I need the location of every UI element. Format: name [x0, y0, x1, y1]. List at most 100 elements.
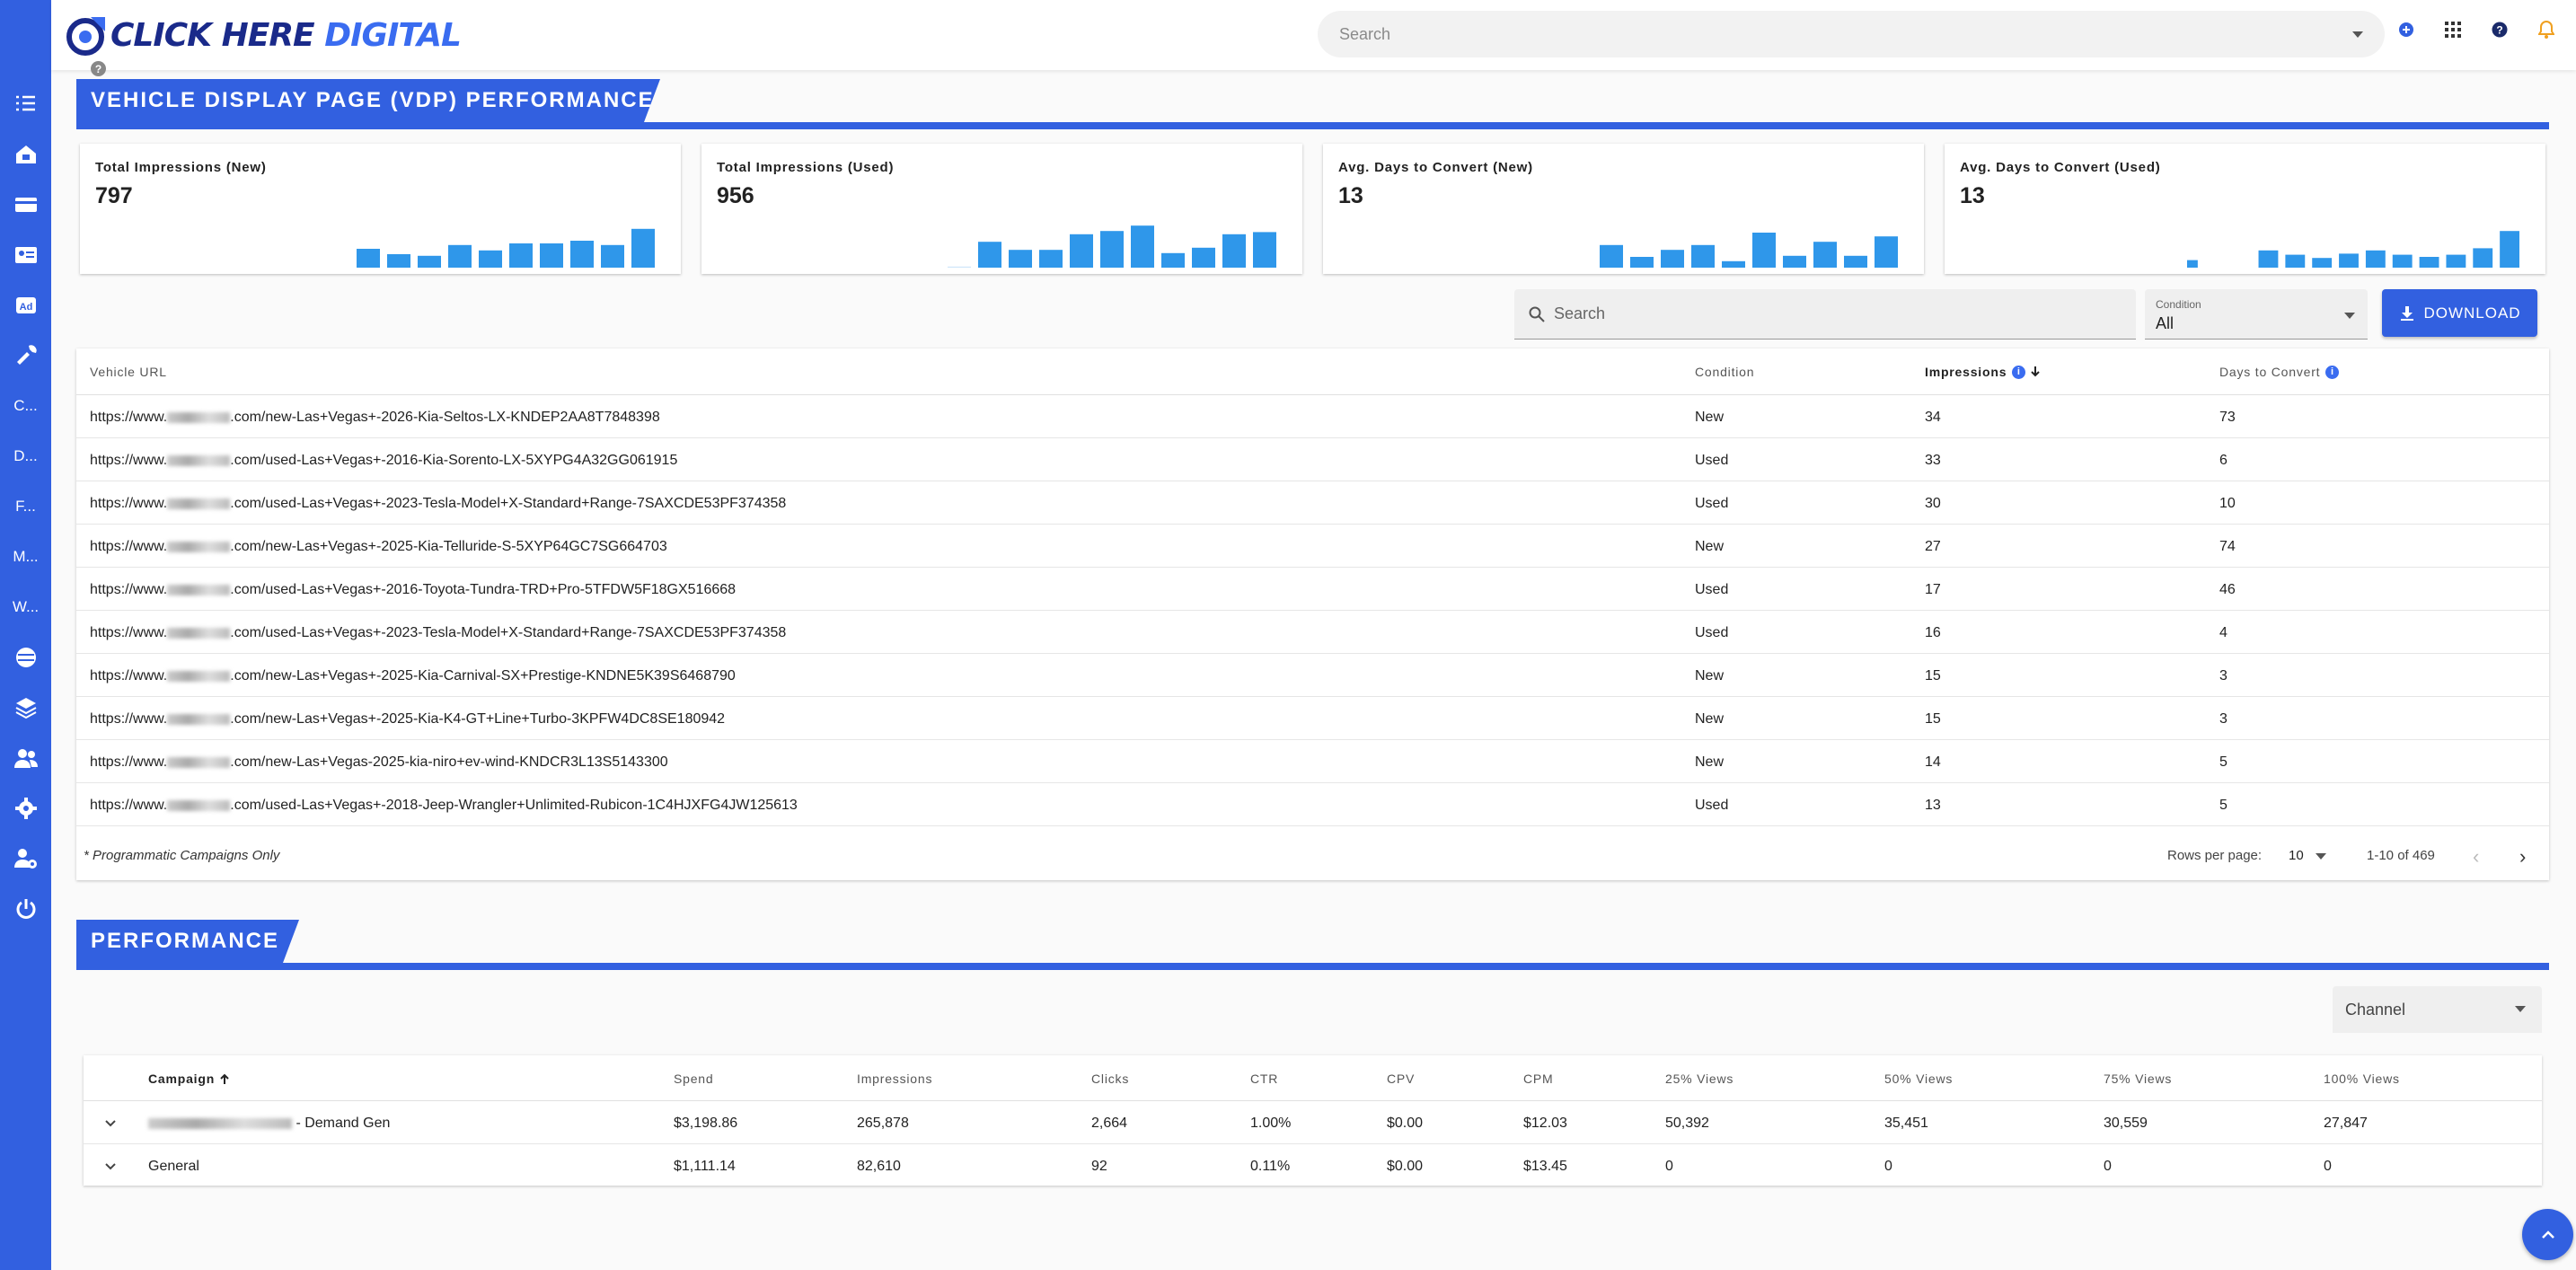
kpi-card-impressions-used: Total Impressions (Used) 956	[701, 144, 1302, 274]
vdp-search-input[interactable]: Search	[1514, 289, 2136, 340]
sidebar-item-power[interactable]	[0, 884, 51, 934]
sidebar-item-home-money[interactable]	[0, 129, 51, 180]
col-impressions[interactable]: Impressions	[857, 1072, 933, 1086]
campaign-cell[interactable]: General	[148, 1159, 199, 1174]
sidebar-item-text[interactable]: M...	[0, 532, 51, 582]
col-clicks[interactable]: Clicks	[1091, 1072, 1130, 1086]
spark-bar	[1813, 242, 1837, 268]
spark-bar	[2419, 257, 2439, 268]
col-50-views[interactable]: 50% Views	[1884, 1072, 1954, 1086]
spark-bar	[601, 244, 624, 268]
sidebar-item-text[interactable]: D...	[0, 431, 51, 481]
svg-text:?: ?	[2496, 24, 2502, 37]
sidebar-item-tools[interactable]	[0, 331, 51, 381]
table-row[interactable]: https://www. .com/used-Las+Vegas+-2018-Je…	[76, 783, 2549, 826]
rows-per-page-select[interactable]: 10	[2289, 848, 2304, 863]
sidebar-item-text[interactable]: W...	[0, 582, 51, 632]
vehicle-url[interactable]: https://www. .com/new-Las+Vegas-2025-kia-…	[90, 754, 668, 770]
info-icon[interactable]: i	[2012, 365, 2026, 379]
add-circle-icon[interactable]	[2396, 20, 2416, 40]
sidebar-item-text[interactable]: F...	[0, 481, 51, 532]
table-row[interactable]: https://www. .com/new-Las+Vegas+-2026-Kia…	[76, 395, 2549, 438]
kpi-value: 13	[1960, 183, 1985, 208]
vehicle-url[interactable]: https://www. .com/new-Las+Vegas+-2025-Kia…	[90, 539, 667, 554]
col-condition[interactable]: Condition	[1695, 365, 1755, 379]
table-row[interactable]: https://www. .com/new-Las+Vegas+-2025-Kia…	[76, 525, 2549, 568]
col-ctr[interactable]: CTR	[1250, 1072, 1279, 1086]
table-row[interactable]: https://www. .com/used-Las+Vegas+-2016-Ki…	[76, 438, 2549, 481]
col-spend[interactable]: Spend	[674, 1072, 714, 1086]
sidebar-item-text[interactable]: C...	[0, 381, 51, 431]
campaign-cell[interactable]: - Demand Gen	[148, 1116, 390, 1132]
vehicle-url[interactable]: https://www. .com/new-Las+Vegas+-2025-Kia…	[90, 668, 736, 684]
sidebar-item-id-card[interactable]	[0, 230, 51, 280]
sort-desc-icon[interactable]	[2029, 366, 2042, 378]
col-25-views[interactable]: 25% Views	[1665, 1072, 1734, 1086]
chevron-down-icon[interactable]	[2316, 853, 2326, 860]
apps-grid-icon[interactable]	[2443, 20, 2463, 40]
chevron-down-icon[interactable]	[2352, 31, 2363, 38]
table-row[interactable]: https://www. .com/used-Las+Vegas+-2023-Te…	[76, 481, 2549, 525]
table-row[interactable]: https://www. .com/new-Las+Vegas+-2025-Kia…	[76, 697, 2549, 740]
search-placeholder: Search	[1339, 24, 1391, 43]
sidebar-item-checklist[interactable]	[0, 79, 51, 129]
download-button[interactable]: DOWNLOAD	[2382, 289, 2537, 337]
table-row[interactable]: General $1,111.14 82,610 92 0.11% $0.00 $13.45…	[84, 1144, 2542, 1187]
sidebar-item-layers[interactable]	[0, 683, 51, 733]
help-icon[interactable]: ?	[2490, 20, 2510, 40]
vehicle-url[interactable]: https://www. .com/used-Las+Vegas+-2016-To…	[90, 582, 737, 597]
global-search-input[interactable]: Search	[1318, 11, 2385, 57]
sidebar-item-gear[interactable]	[0, 783, 51, 833]
sidebar-item-user-gear[interactable]	[0, 833, 51, 884]
table-row[interactable]: https://www. .com/new-Las+Vegas-2025-kia-…	[76, 740, 2549, 783]
sidebar-item-ad[interactable]: Ad	[0, 280, 51, 331]
vehicle-url[interactable]: https://www. .com/used-Las+Vegas+-2023-Te…	[90, 496, 787, 511]
table-row[interactable]: https://www. .com/used-Las+Vegas+-2016-To…	[76, 568, 2549, 611]
vehicle-url[interactable]: https://www. .com/used-Las+Vegas+-2023-Te…	[90, 625, 787, 640]
notification-bell-icon[interactable]	[2536, 20, 2556, 40]
expand-chevron-icon[interactable]	[101, 1157, 119, 1175]
sidebar-item-users[interactable]	[0, 733, 51, 783]
prev-page-icon[interactable]: ‹	[2473, 845, 2480, 868]
vehicle-url[interactable]: https://www. .com/used-Las+Vegas+-2016-Ki…	[90, 453, 678, 468]
col-impressions[interactable]: Impressions i	[1925, 365, 2042, 379]
col-days-to-convert[interactable]: Days to Convert i	[2219, 365, 2340, 379]
condition-select[interactable]: Condition All	[2145, 289, 2368, 340]
metric-cell: $0.00	[1387, 1159, 1424, 1174]
impressions-cell: 17	[1925, 582, 1941, 597]
channel-select[interactable]: Channel	[2333, 986, 2542, 1033]
id-card-icon	[14, 247, 37, 263]
vehicle-url[interactable]: https://www. .com/used-Las+Vegas+-2018-Je…	[90, 798, 798, 813]
download-label: DOWNLOAD	[2423, 304, 2521, 322]
tools-icon	[16, 345, 37, 365]
page-help-icon[interactable]: ?	[91, 61, 106, 76]
sidebar-item-credit-card[interactable]	[0, 180, 51, 230]
spark-bar	[2473, 248, 2493, 268]
col-100-views[interactable]: 100% Views	[2324, 1072, 2400, 1086]
sidebar-item-globe[interactable]	[0, 632, 51, 683]
table-row[interactable]: - Demand Gen $3,198.86 265,878 2,664 1.00% $0…	[84, 1101, 2542, 1144]
next-page-icon[interactable]: ›	[2519, 845, 2527, 868]
table-row[interactable]: https://www. .com/new-Las+Vegas+-2025-Kia…	[76, 654, 2549, 697]
spark-bar	[1722, 260, 1745, 268]
metric-cell: 92	[1091, 1159, 1107, 1174]
col-cpv[interactable]: CPV	[1387, 1072, 1416, 1086]
sort-asc-icon[interactable]	[218, 1072, 231, 1085]
scroll-to-top-button[interactable]	[2522, 1209, 2573, 1260]
vehicle-url[interactable]: https://www. .com/new-Las+Vegas+-2025-Kia…	[90, 711, 726, 727]
info-icon[interactable]: i	[2325, 365, 2340, 379]
logo[interactable]: CLICK HERE DIGITAL	[66, 13, 462, 57]
vdp-section-title: VEHICLE DISPLAY PAGE (VDP) PERFORMANCE	[76, 79, 660, 122]
col-75-views[interactable]: 75% Views	[2104, 1072, 2173, 1086]
col-cpm[interactable]: CPM	[1523, 1072, 1554, 1086]
col-vehicle-url[interactable]: Vehicle URL	[90, 365, 167, 379]
condition-value: All	[2156, 314, 2175, 332]
sidebar-item-label: C...	[13, 397, 38, 414]
pagination-range: 1-10 of 469	[2367, 848, 2435, 863]
vehicle-url[interactable]: https://www. .com/new-Las+Vegas+-2026-Kia…	[90, 410, 660, 425]
spark-bar	[2446, 254, 2466, 268]
table-row[interactable]: https://www. .com/used-Las+Vegas+-2023-Te…	[76, 611, 2549, 654]
expand-chevron-icon[interactable]	[101, 1114, 119, 1132]
col-campaign[interactable]: Campaign	[148, 1072, 231, 1086]
spark-bar	[2187, 260, 2198, 268]
